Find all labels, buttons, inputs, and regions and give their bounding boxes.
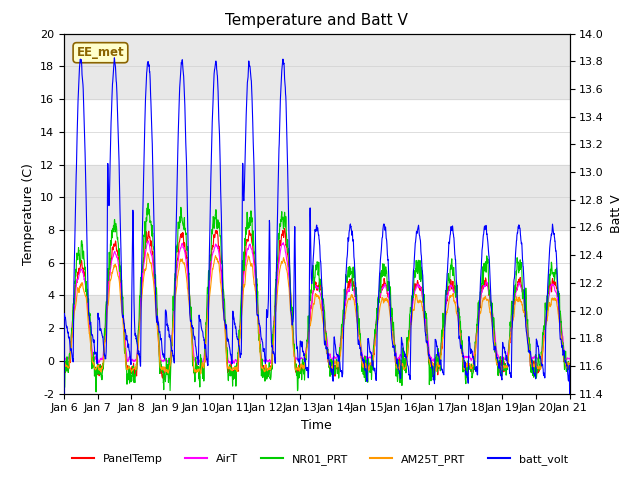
- Text: EE_met: EE_met: [77, 46, 124, 59]
- Y-axis label: Batt V: Batt V: [610, 194, 623, 233]
- Title: Temperature and Batt V: Temperature and Batt V: [225, 13, 408, 28]
- Bar: [64, 34, 570, 99]
- Bar: [64, 165, 570, 230]
- X-axis label: Time: Time: [301, 419, 332, 432]
- Legend: PanelTemp, AirT, NR01_PRT, AM25T_PRT, batt_volt: PanelTemp, AirT, NR01_PRT, AM25T_PRT, ba…: [68, 450, 572, 469]
- Bar: [64, 295, 570, 361]
- Y-axis label: Temperature (C): Temperature (C): [22, 163, 35, 264]
